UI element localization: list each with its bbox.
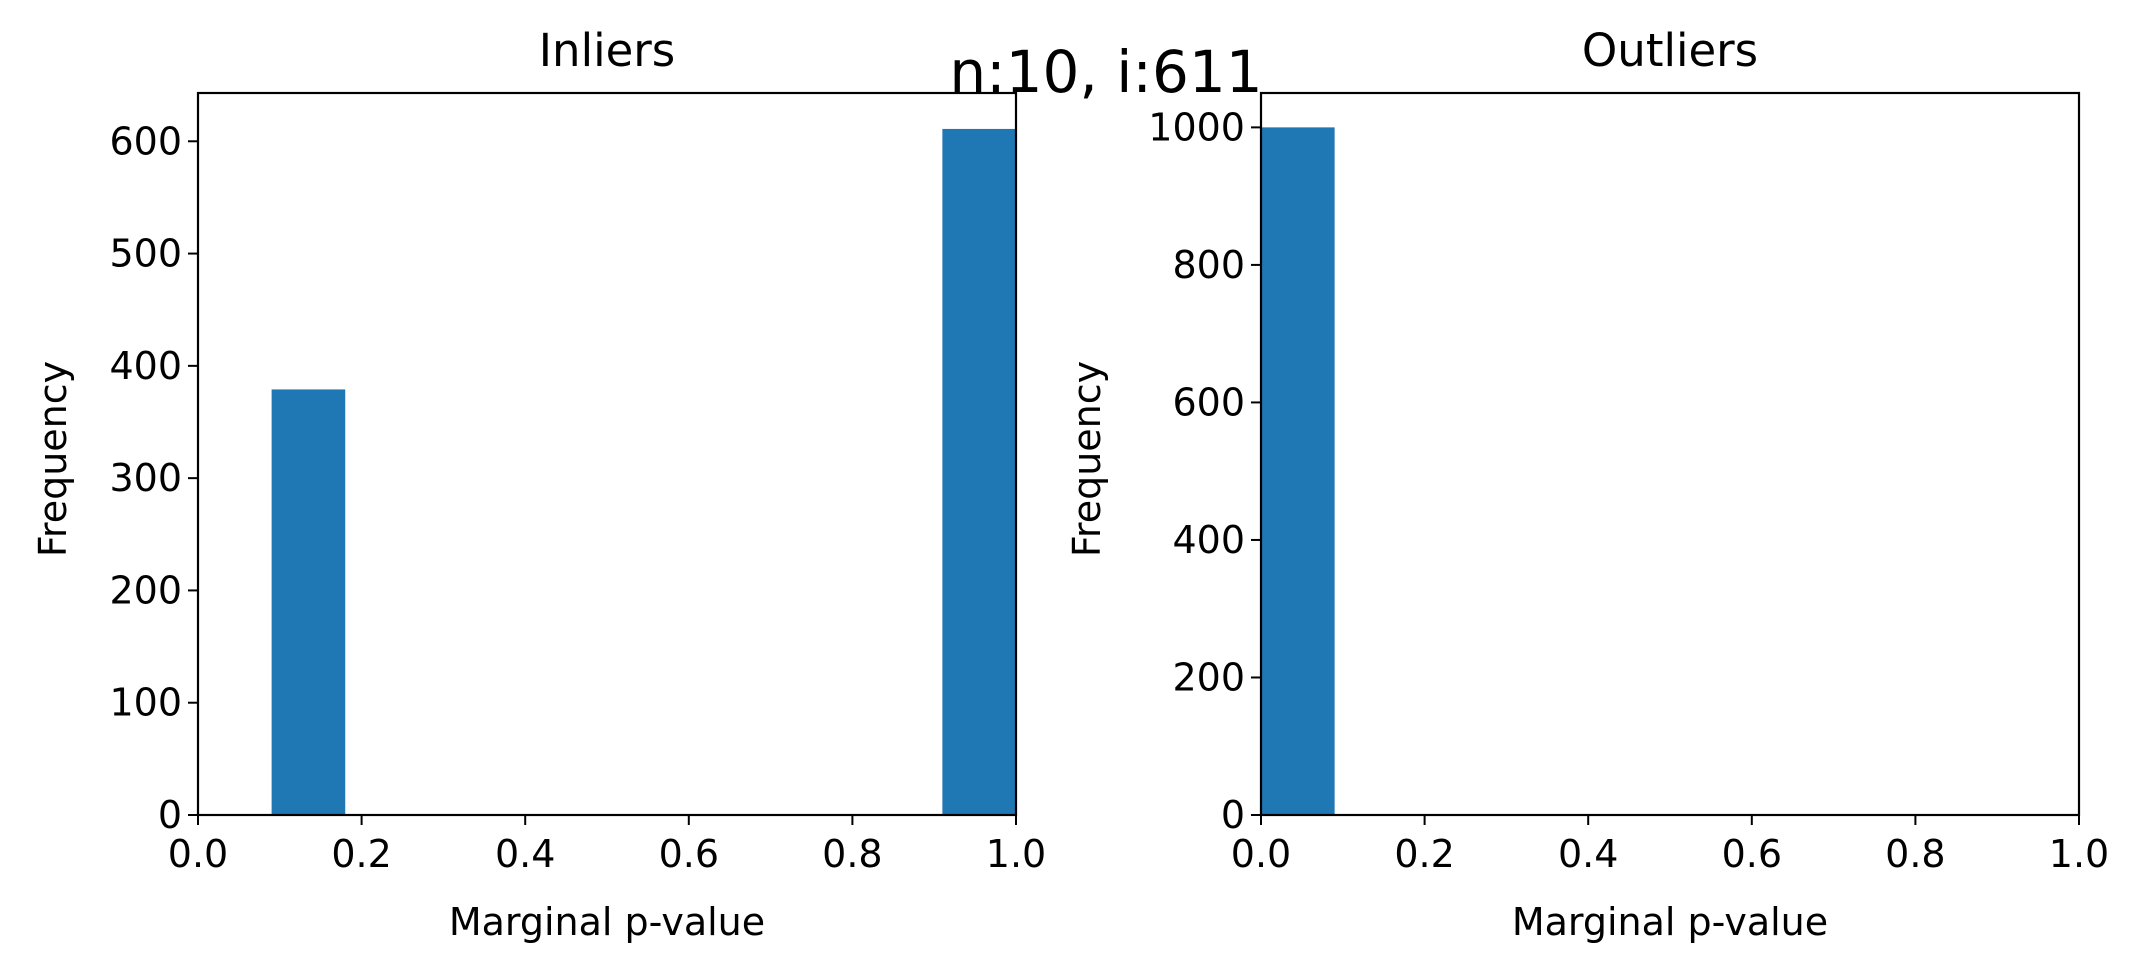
outliers-bars [1261,127,1335,815]
outliers-y-tick-label-5: 1000 [1148,105,1245,149]
outliers-x-ticks: 0.0 0.2 0.4 0.6 0.8 1.0 [1231,815,2109,876]
inliers-x-ticks: 0.0 0.2 0.4 0.6 0.8 1.0 [168,815,1046,876]
figure-suptitle: n:10, i:611 [949,38,1262,106]
outliers-x-tick-label-4: 0.8 [1885,832,1945,876]
inliers-bar-1 [942,128,1016,815]
inliers-x-tick-label-5: 1.0 [986,832,1046,876]
outliers-x-tick-label-0: 0.0 [1231,832,1291,876]
outliers-y-tick-label-4: 800 [1172,243,1245,287]
inliers-x-axis-label: Marginal p-value [449,900,765,944]
outliers-y-tick-label-0: 0 [1221,793,1245,837]
outliers-y-axis-label: Frequency [1065,361,1109,557]
outliers-bar-0 [1261,127,1335,815]
inliers-y-tick-label-3: 300 [109,456,182,500]
outliers-x-tick-label-3: 0.6 [1722,832,1782,876]
inliers-x-tick-label-3: 0.6 [659,832,719,876]
inliers-title: Inliers [539,24,675,77]
inliers-x-tick-label-1: 0.2 [331,832,391,876]
inliers-panel: 0.0 0.2 0.4 0.6 0.8 1.0 0 100 200 300 400 500 600 I… [31,24,1046,944]
inliers-axes-frame [196,91,1018,817]
outliers-x-tick-label-5: 1.0 [2049,832,2109,876]
outliers-y-ticks: 0 200 400 600 800 1000 [1148,105,1261,837]
outliers-y-tick-label-2: 400 [1172,518,1245,562]
inliers-y-tick-label-5: 500 [109,232,182,276]
outliers-x-axis-label: Marginal p-value [1512,900,1828,944]
inliers-y-tick-label-4: 400 [109,344,182,388]
inliers-x-tick-label-0: 0.0 [168,832,228,876]
outliers-x-tick-label-1: 0.2 [1394,832,1454,876]
inliers-y-tick-label-2: 200 [109,568,182,612]
inliers-y-ticks: 0 100 200 300 400 500 600 [109,119,198,837]
outliers-axes-frame [1259,91,2081,817]
outliers-panel: 0.0 0.2 0.4 0.6 0.8 1.0 0 200 400 600 800 1000 Out… [1065,24,2109,944]
inliers-y-axis-label: Frequency [31,361,75,557]
outliers-y-tick-label-1: 200 [1172,655,1245,699]
inliers-x-tick-label-2: 0.4 [495,832,555,876]
outliers-y-tick-label-3: 600 [1172,380,1245,424]
inliers-y-tick-label-0: 0 [158,793,182,837]
inliers-y-tick-label-6: 600 [109,119,182,163]
inliers-y-tick-label-1: 100 [109,681,182,725]
inliers-bar-0 [271,389,346,815]
inliers-bars [271,128,1016,815]
outliers-title: Outliers [1582,24,1758,77]
outliers-x-tick-label-2: 0.4 [1558,832,1618,876]
inliers-x-tick-label-4: 0.8 [822,832,882,876]
